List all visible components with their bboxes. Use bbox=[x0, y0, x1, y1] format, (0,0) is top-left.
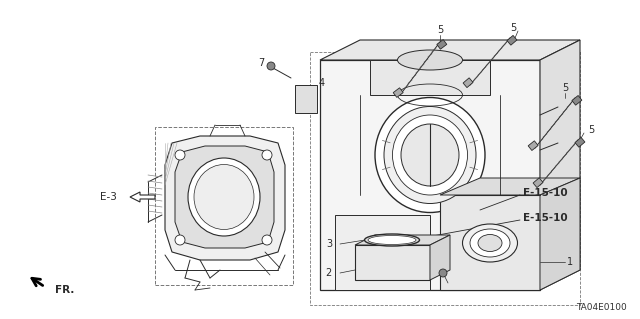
Text: E-15-10: E-15-10 bbox=[523, 188, 568, 198]
Text: 5: 5 bbox=[510, 23, 516, 33]
Text: E-3: E-3 bbox=[100, 192, 117, 202]
Ellipse shape bbox=[392, 115, 467, 195]
Polygon shape bbox=[130, 192, 155, 202]
Text: TA04E0100: TA04E0100 bbox=[576, 303, 627, 313]
Bar bbox=[295, 85, 317, 113]
Ellipse shape bbox=[194, 165, 254, 229]
Polygon shape bbox=[575, 137, 585, 147]
Polygon shape bbox=[440, 195, 540, 290]
Ellipse shape bbox=[365, 234, 419, 246]
Polygon shape bbox=[528, 141, 538, 151]
Text: E-15-10: E-15-10 bbox=[523, 213, 568, 223]
Polygon shape bbox=[393, 88, 403, 97]
Text: 5: 5 bbox=[588, 125, 595, 135]
Polygon shape bbox=[540, 40, 580, 290]
Polygon shape bbox=[335, 215, 430, 290]
Text: 5: 5 bbox=[437, 25, 443, 35]
Ellipse shape bbox=[375, 98, 485, 212]
Text: FR.: FR. bbox=[55, 285, 74, 295]
Ellipse shape bbox=[401, 124, 459, 186]
Polygon shape bbox=[355, 245, 430, 280]
Ellipse shape bbox=[478, 234, 502, 251]
Polygon shape bbox=[355, 235, 450, 245]
Polygon shape bbox=[175, 146, 274, 248]
Circle shape bbox=[439, 269, 447, 277]
Polygon shape bbox=[572, 95, 582, 105]
Bar bbox=[155, 127, 293, 285]
Polygon shape bbox=[440, 178, 580, 195]
Polygon shape bbox=[320, 60, 540, 290]
Text: 1: 1 bbox=[567, 257, 573, 267]
Circle shape bbox=[262, 235, 272, 245]
Polygon shape bbox=[320, 40, 580, 60]
Circle shape bbox=[175, 150, 185, 160]
Text: 5: 5 bbox=[562, 83, 568, 93]
Ellipse shape bbox=[384, 107, 476, 204]
Polygon shape bbox=[463, 78, 473, 88]
Text: 3: 3 bbox=[326, 239, 332, 249]
Ellipse shape bbox=[470, 229, 510, 257]
Polygon shape bbox=[533, 178, 543, 188]
Text: 2: 2 bbox=[326, 268, 332, 278]
Circle shape bbox=[175, 235, 185, 245]
Ellipse shape bbox=[368, 235, 416, 244]
Circle shape bbox=[262, 150, 272, 160]
Circle shape bbox=[267, 62, 275, 70]
Ellipse shape bbox=[463, 224, 518, 262]
Polygon shape bbox=[165, 136, 285, 260]
Polygon shape bbox=[507, 35, 517, 45]
Ellipse shape bbox=[188, 158, 260, 236]
Polygon shape bbox=[430, 235, 450, 280]
Polygon shape bbox=[437, 40, 447, 49]
Ellipse shape bbox=[397, 50, 463, 70]
Text: 7: 7 bbox=[258, 58, 264, 68]
Text: 4: 4 bbox=[319, 78, 325, 88]
Polygon shape bbox=[540, 178, 580, 290]
Polygon shape bbox=[370, 60, 490, 95]
